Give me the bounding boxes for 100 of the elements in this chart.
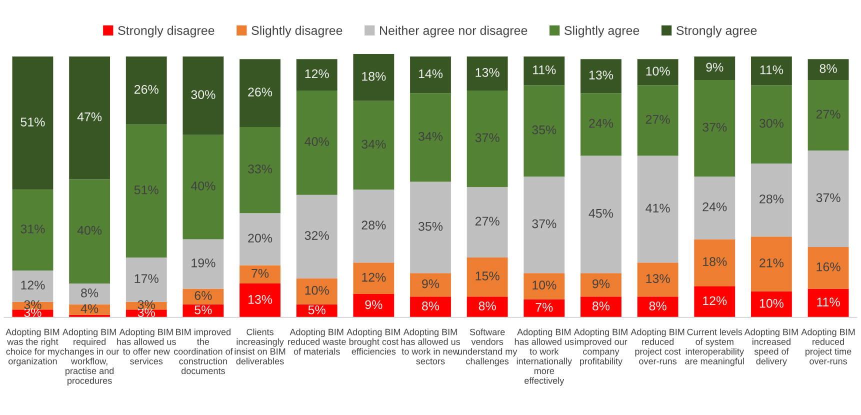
data-label: 47% [77, 112, 102, 122]
bar [580, 59, 622, 94]
data-label: 26% [134, 84, 158, 94]
bar [410, 296, 451, 318]
bar [637, 156, 678, 263]
bar [353, 100, 394, 190]
data-label: 7% [252, 268, 269, 278]
data-label: 34% [418, 132, 443, 141]
data-label: 8% [592, 302, 610, 310]
bar [466, 257, 508, 297]
bar [182, 239, 224, 289]
data-label: 37% [816, 193, 840, 202]
x-tick-label: Clients increasingly insist on BIM deliverables [234, 328, 286, 364]
bar [296, 59, 338, 90]
data-label: 6% [194, 291, 212, 300]
data-label: 31% [20, 224, 45, 234]
legend-label: Slightly disagree [252, 26, 342, 38]
legend-label: Strongly agree [676, 26, 757, 38]
bar [69, 179, 110, 284]
bar [808, 150, 849, 248]
bar [69, 56, 110, 180]
bar [637, 85, 678, 156]
data-label: 13% [248, 295, 272, 304]
x-tick-label: Current levels of system interoperability are meaningful [685, 328, 744, 366]
x-tick-label: Adopting BIM reduced waste of materials [288, 328, 346, 355]
bar [524, 273, 565, 300]
bar [694, 286, 736, 318]
data-label: 51% [20, 118, 45, 126]
bar [808, 288, 849, 318]
x-tick-label: Adopting BIM increased speed of delivery [744, 328, 798, 366]
bar [694, 176, 736, 240]
data-label: 18% [703, 257, 727, 266]
data-label: 9% [706, 62, 724, 72]
bar [751, 85, 792, 164]
data-label: 10% [646, 66, 670, 76]
data-label: 13% [646, 274, 670, 283]
data-label: 30% [759, 118, 784, 128]
data-label: 18% [362, 72, 386, 81]
bar [637, 59, 678, 86]
bar [637, 296, 678, 318]
bar [580, 296, 622, 318]
data-label: 19% [192, 258, 216, 268]
data-label: 12% [21, 280, 45, 290]
data-label: 41% [646, 204, 670, 212]
legend-label: Strongly disagree [118, 26, 214, 38]
data-label: 8% [649, 302, 666, 310]
data-label: 15% [476, 272, 500, 280]
data-label: 30% [191, 90, 216, 100]
x-tick-label: Adopting BIM reduced project cost over-runs [630, 328, 684, 364]
bar [466, 56, 508, 90]
data-label: 26% [248, 88, 272, 96]
bar [580, 93, 622, 156]
bar [466, 296, 508, 318]
bar [69, 284, 110, 304]
bar [182, 288, 224, 304]
bar [580, 273, 622, 297]
data-label: 3% [138, 300, 155, 310]
data-label: 14% [418, 69, 443, 78]
bar [524, 176, 565, 274]
bar [12, 56, 54, 190]
bar [296, 194, 338, 278]
data-label: 9% [592, 279, 610, 288]
data-label: 35% [418, 222, 443, 231]
bar [808, 80, 849, 150]
bar [694, 56, 736, 80]
bar [524, 56, 565, 86]
bar [182, 56, 224, 135]
bar [240, 284, 280, 318]
bar [296, 90, 338, 195]
data-label: 10% [305, 286, 329, 295]
bar [808, 247, 849, 289]
bar [751, 236, 792, 292]
bar [466, 187, 508, 258]
data-label: 27% [646, 114, 670, 124]
data-label: 11% [817, 298, 840, 306]
data-label: 11% [533, 65, 556, 74]
bar [240, 127, 280, 214]
data-label: 10% [532, 280, 556, 290]
bar [694, 239, 736, 286]
bar [126, 56, 167, 124]
bar [637, 262, 678, 297]
bar [12, 270, 54, 302]
data-label: 9% [422, 279, 440, 288]
bar [353, 54, 394, 101]
bar [353, 190, 394, 263]
legend-label: Neither agree nor disagree [380, 26, 528, 38]
bar [466, 90, 508, 188]
bar [240, 59, 280, 128]
bar [126, 124, 167, 258]
data-label: 40% [304, 137, 329, 146]
bar [694, 80, 736, 177]
data-label: 21% [760, 258, 784, 268]
data-label: 51% [134, 185, 158, 194]
data-label: 8% [422, 302, 440, 310]
data-label: 5% [194, 306, 212, 314]
bar [410, 56, 451, 94]
data-label: 40% [190, 182, 216, 190]
x-tick-label: Adopting BIM brought cost efficiencies [346, 328, 400, 355]
data-label: 3% [24, 308, 42, 317]
x-tick-label: Adopting BIM was the right choice for my organization [6, 328, 60, 366]
